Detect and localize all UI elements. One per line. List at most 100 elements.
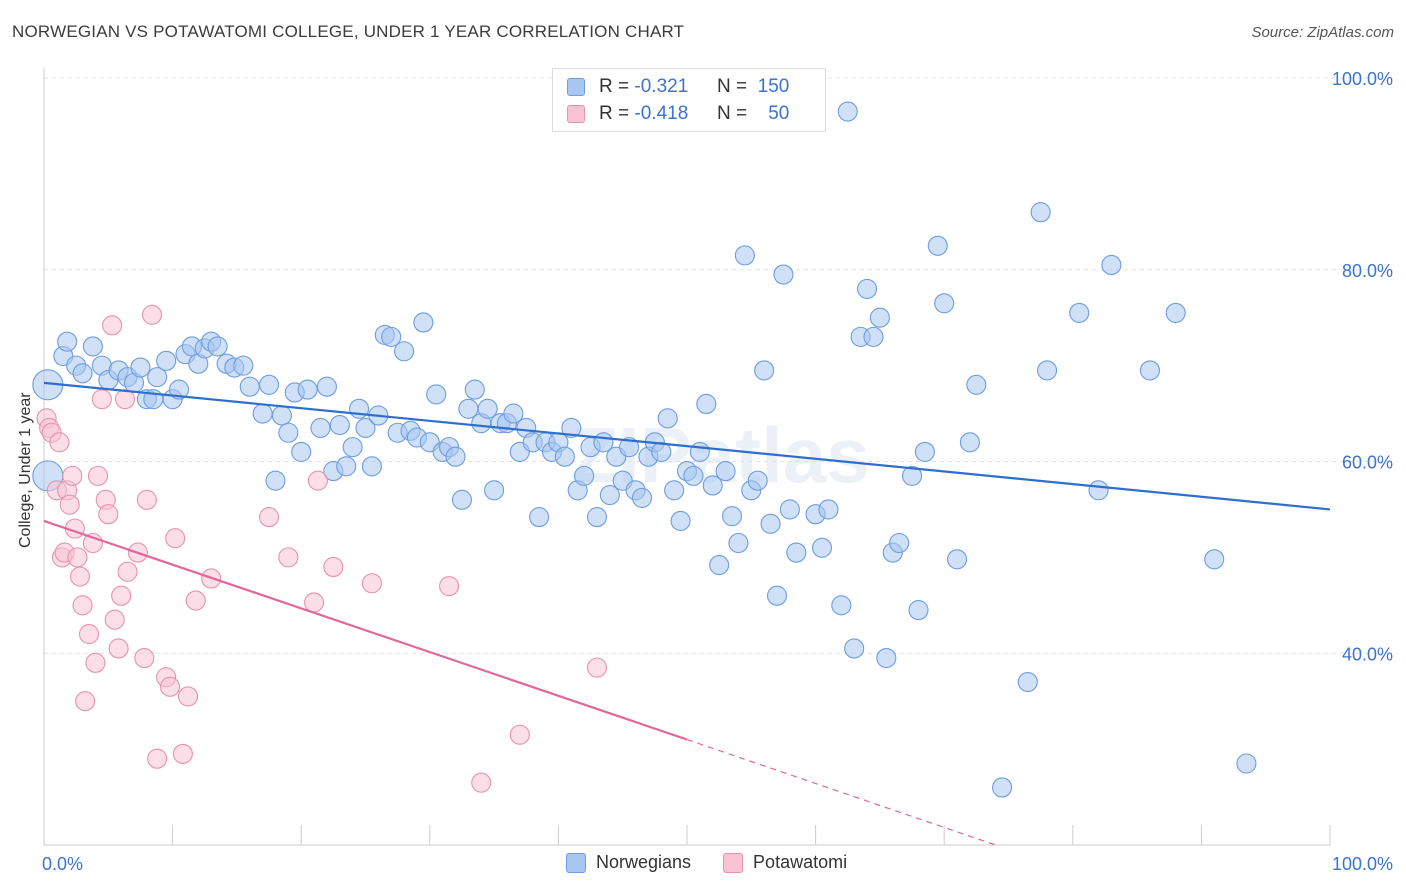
axes xyxy=(43,68,1331,846)
norwegians-point xyxy=(779,499,800,520)
norwegians-point xyxy=(413,312,434,333)
norwegians-point xyxy=(696,393,717,415)
potawatomi-point xyxy=(75,691,96,712)
norwegians-point xyxy=(554,446,575,467)
data-points xyxy=(32,101,1257,798)
potawatomi-point xyxy=(98,504,119,525)
potawatomi-swatch xyxy=(723,852,744,873)
norwegians-point xyxy=(207,336,228,357)
norwegians-point xyxy=(1069,302,1090,323)
norwegians-point xyxy=(837,101,858,122)
norwegians-point xyxy=(657,408,678,429)
trend-lines xyxy=(43,381,1331,846)
potawatomi-point xyxy=(136,489,157,510)
potawatomi-point xyxy=(114,389,136,410)
norwegians-swatch xyxy=(567,78,585,96)
norwegians-point xyxy=(760,513,781,534)
norwegians-point xyxy=(394,341,415,362)
n-value: 150 xyxy=(757,76,790,97)
norwegians-point xyxy=(464,379,485,400)
norwegians-point xyxy=(683,465,704,486)
norwegians-point xyxy=(1037,360,1058,381)
norwegians-point xyxy=(574,465,595,486)
legend-label: Potawatomi xyxy=(753,852,848,872)
potawatomi-point xyxy=(102,315,123,336)
potawatomi-point xyxy=(304,592,325,613)
potawatomi-point xyxy=(85,652,106,673)
norwegians-point xyxy=(689,441,710,462)
potawatomi-point xyxy=(172,743,193,764)
norwegians-point xyxy=(316,376,337,397)
norwegians-swatch xyxy=(566,852,586,873)
norwegians-point xyxy=(586,507,608,528)
norwegians-point xyxy=(484,480,505,501)
norwegians-point xyxy=(1101,254,1122,276)
potawatomi-trend-extension xyxy=(686,738,996,846)
norwegians-point xyxy=(599,485,620,506)
potawatomi-point xyxy=(111,585,132,606)
y-tick-label: 100.0% xyxy=(1332,69,1393,89)
norwegians-point xyxy=(869,307,890,328)
stats-legend: R = -0.321 N = 150 R = -0.418 N = 50 xyxy=(552,68,826,132)
potawatomi-point xyxy=(91,389,112,410)
legend-item-norwegians[interactable]: Norwegians xyxy=(566,852,691,873)
n-label: N = xyxy=(716,76,748,97)
norwegians-point xyxy=(959,432,980,453)
norwegians-trend-line xyxy=(43,381,1331,511)
potawatomi-swatch xyxy=(567,105,585,123)
legend-item-potawatomi[interactable]: Potawatomi xyxy=(723,852,847,873)
norwegians-point xyxy=(82,336,103,357)
potawatomi-point xyxy=(586,657,608,678)
n-label: N = xyxy=(716,103,748,124)
norwegians-point xyxy=(329,415,350,436)
potawatomi-trend-line xyxy=(43,519,688,741)
source-label: Source: ZipAtlas.com xyxy=(1251,24,1394,41)
tick-labels: 40.0% 60.0% 80.0% 100.0% 0.0% 100.0% xyxy=(42,69,1393,874)
norwegians-point xyxy=(709,554,730,576)
norwegians-point xyxy=(426,384,447,405)
potawatomi-point xyxy=(78,624,100,645)
norwegians-point xyxy=(818,499,839,520)
norwegians-point xyxy=(355,417,376,438)
norwegians-point xyxy=(619,437,640,458)
norwegians-point xyxy=(156,350,177,371)
norwegians-point xyxy=(72,363,93,384)
norwegians-point xyxy=(381,326,402,347)
potawatomi-point xyxy=(104,609,125,630)
n-value: 50 xyxy=(768,103,790,124)
norwegians-point xyxy=(670,510,691,531)
norwegians-point xyxy=(831,595,852,616)
norwegians-point xyxy=(786,542,807,563)
potawatomi-point xyxy=(69,566,91,587)
r-value: -0.418 xyxy=(634,103,689,124)
norwegians-point xyxy=(734,245,755,266)
norwegians-point xyxy=(664,480,685,501)
norwegians-point xyxy=(715,461,736,482)
norwegians-point xyxy=(361,456,382,477)
norwegians-point xyxy=(291,441,312,462)
norwegians-point xyxy=(336,456,357,477)
r-label: R = xyxy=(599,76,630,97)
legend-label: Norwegians xyxy=(596,852,692,872)
norwegians-point xyxy=(451,489,473,510)
norwegians-point xyxy=(503,403,524,424)
potawatomi-point xyxy=(141,304,163,325)
norwegians-point xyxy=(631,487,653,508)
norwegians-point xyxy=(766,585,788,606)
potawatomi-point xyxy=(117,561,138,582)
y-tick-label: 40.0% xyxy=(1342,644,1393,664)
norwegians-point xyxy=(927,235,948,256)
potawatomi-point xyxy=(67,547,88,568)
potawatomi-point xyxy=(471,772,492,793)
chart-title: NORWEGIAN VS POTAWATOMI COLLEGE, UNDER 1… xyxy=(12,22,685,41)
norwegians-point xyxy=(747,470,768,491)
potawatomi-point xyxy=(258,507,280,528)
potawatomi-point xyxy=(59,494,80,515)
potawatomi-point xyxy=(177,686,199,707)
norwegians-point xyxy=(168,379,190,400)
norwegians-point xyxy=(1165,302,1186,323)
norwegians-point xyxy=(445,446,466,467)
norwegians-point xyxy=(947,549,968,570)
norwegians-point xyxy=(342,437,363,458)
